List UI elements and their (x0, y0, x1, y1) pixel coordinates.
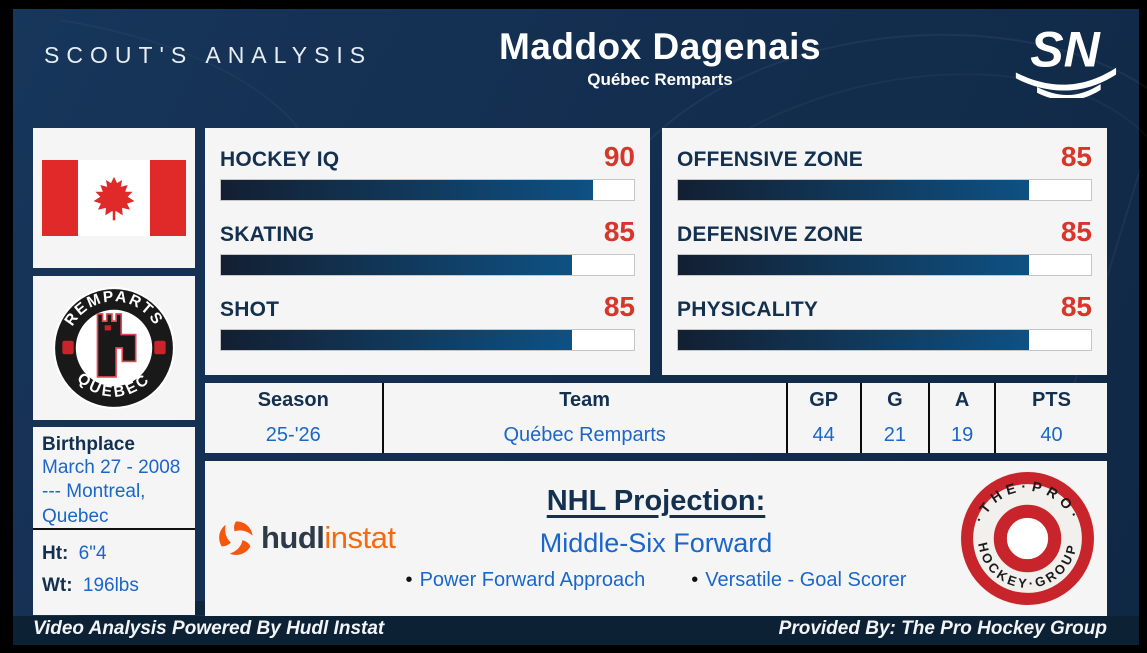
skill-label: DEFENSIVE ZONE (677, 223, 863, 246)
skill-bar-fill (221, 180, 593, 200)
projection-text-block: NHL Projection: Middle-Six Forward • Powe… (205, 485, 1107, 592)
skill-bar-track (220, 329, 635, 351)
kicker-title: SCOUT'S ANALYSIS (44, 42, 373, 68)
player-header: Maddox Dagenais Québec Remparts (380, 26, 940, 90)
skill-value: 85 (603, 291, 635, 322)
team-badge-card: REMPARTS QUÉBEC (33, 276, 195, 420)
footer-bar: Video Analysis Powered By Hudl Instat Pr… (13, 616, 1139, 645)
height-value: 6"4 (78, 543, 107, 564)
skill-bar-fill (221, 255, 573, 275)
bullet-icon: • (691, 569, 699, 591)
player-name: Maddox Dagenais (498, 26, 822, 67)
table-header-g: G (862, 383, 931, 418)
skill-label: PHYSICALITY (677, 298, 819, 321)
skill-bar-fill (221, 330, 573, 350)
weight-row: Wt: 196lbs (42, 574, 186, 598)
projection-title: NHL Projection: (546, 485, 766, 517)
skill-bar-fill (678, 330, 1030, 350)
skill-row: PHYSICALITY 85 (677, 291, 1092, 351)
skills-panel-right: OFFENSIVE ZONE 85 DEFENSIVE ZONE 85 PHYS… (662, 128, 1107, 375)
birthplace-label: Birthplace (42, 434, 135, 455)
player-team: Québec Remparts (587, 70, 733, 89)
table-header-team: Team (384, 383, 788, 418)
sportsnet-logo-icon: SN (1015, 22, 1117, 98)
skill-label: SHOT (220, 298, 280, 321)
birthplace-section: Birthplace March 27 - 2008 --- Montreal,… (33, 427, 195, 530)
projection-bullet-1: Power Forward Approach (419, 569, 646, 591)
skill-bar-track (677, 254, 1092, 276)
table-cell-g: 21 (862, 418, 931, 453)
skill-bar-fill (678, 255, 1030, 275)
height-label: Ht: (42, 543, 69, 564)
footer-credit-hudl: Video Analysis Powered By Hudl Instat (33, 618, 385, 639)
table-header-a: A (930, 383, 997, 418)
pro-hockey-group-logo-icon: ·THE·PRO· HOCKEY·GROUP (960, 471, 1095, 606)
table-header-season: Season (205, 383, 384, 418)
table-header-pts: PTS (1032, 389, 1071, 411)
skills-panel-left: HOCKEY IQ 90 SKATING 85 SHOT 85 (205, 128, 650, 375)
skill-value: 85 (1060, 141, 1092, 172)
bullet-icon: • (405, 569, 413, 591)
measurements-section: Ht: 6"4 Wt: 196lbs (33, 530, 195, 599)
weight-value: 196lbs (82, 575, 139, 597)
skill-bar-track (220, 254, 635, 276)
nationality-flag-card (33, 128, 195, 268)
skill-row: OFFENSIVE ZONE 85 (677, 141, 1092, 201)
table-header-gp: GP (788, 383, 862, 418)
season-stats-table: Season Team GP G A PTS 25-'26 Québec Rem… (205, 383, 1107, 453)
skill-row: SKATING 85 (220, 216, 635, 276)
skill-bar-track (677, 329, 1092, 351)
remparts-badge-icon: REMPARTS QUÉBEC (53, 287, 175, 409)
skill-label: HOCKEY IQ (220, 148, 340, 171)
skill-value: 85 (603, 216, 635, 247)
skill-value: 90 (603, 141, 635, 172)
skill-row: SHOT 85 (220, 291, 635, 351)
table-cell-team: Québec Remparts (384, 418, 788, 453)
table-cell-pts: 40 (1040, 424, 1063, 446)
height-row: Ht: 6"4 (42, 542, 186, 566)
skill-label: OFFENSIVE ZONE (677, 148, 863, 171)
skill-bar-fill (678, 180, 1030, 200)
skill-bar-track (220, 179, 635, 201)
table-cell-gp: 44 (788, 418, 862, 453)
hudl-instat-logo: hudl instat (217, 519, 396, 557)
projection-value: Middle-Six Forward (539, 528, 773, 558)
footer-credit-phg: Provided By: The Pro Hockey Group (778, 618, 1107, 639)
skill-value: 85 (1060, 291, 1092, 322)
birthplace-value: March 27 - 2008 --- Montreal, Quebec (42, 457, 181, 527)
weight-label: Wt: (42, 575, 73, 597)
hudl-swirl-icon (219, 521, 253, 555)
hudl-wordmark: hudl (261, 520, 325, 555)
skill-row: DEFENSIVE ZONE 85 (677, 216, 1092, 276)
canada-flag-icon (42, 160, 186, 236)
table-cell-season: 25-'26 (205, 418, 384, 453)
skill-label: SKATING (220, 223, 315, 246)
table-cell-a: 19 (930, 418, 997, 453)
skill-value: 85 (1060, 216, 1092, 247)
projection-bullet-2: Versatile - Goal Scorer (705, 569, 907, 591)
nhl-projection-card: hudl instat NHL Projection: Middle-Six F… (205, 461, 1107, 616)
bio-card: Birthplace March 27 - 2008 --- Montreal,… (33, 427, 195, 615)
skill-row: HOCKEY IQ 90 (220, 141, 635, 201)
projection-bullets: • Power Forward Approach • Versatile - Goal… (205, 569, 1107, 592)
skill-bar-track (677, 179, 1092, 201)
svg-text:SN: SN (1030, 22, 1101, 78)
instat-wordmark: instat (324, 520, 396, 555)
